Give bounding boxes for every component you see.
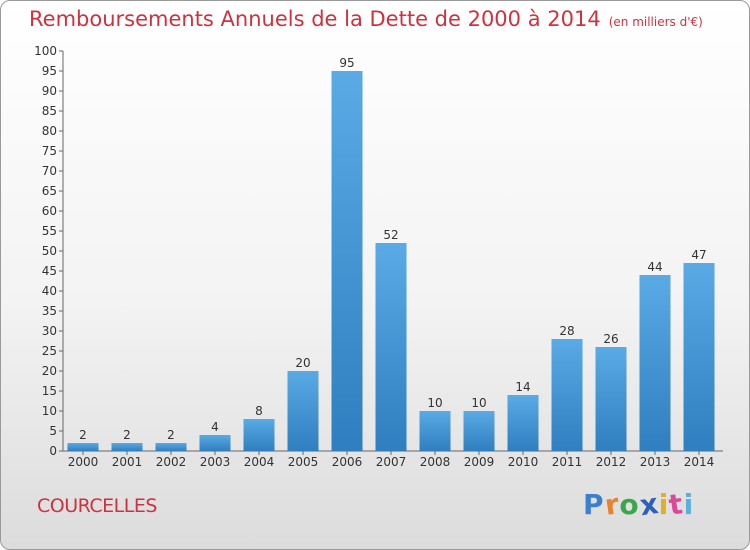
y-axis: 0 5 10 15 20 25 30 35 40 45 50 55 60 65 70 75 80 85 90 95 10… [34,44,64,458]
data-label: 95 [339,56,354,70]
bar [595,347,627,451]
x-tick-label: 2003 [200,455,231,469]
data-label: 52 [383,228,398,242]
y-tick-label: 65 [42,184,57,198]
y-tick-label: 40 [42,284,57,298]
bar [199,435,231,451]
data-labels: 2 2 2 4 8 20 95 52 10 10 14 28 26 44 47 [79,56,706,442]
x-tick-label: 2009 [464,455,495,469]
data-label: 2 [167,428,175,442]
y-tick-label: 50 [42,244,57,258]
data-label: 14 [515,380,530,394]
y-tick-label: 90 [42,84,57,98]
y-tick-label: 10 [42,404,57,418]
bar [551,339,583,451]
x-tick-label: 2014 [684,455,715,469]
logo-letter: o [619,488,640,521]
y-tick-label: 0 [49,444,57,458]
y-tick-label: 30 [42,324,57,338]
x-tick-label: 2013 [640,455,671,469]
bar [419,411,451,451]
logo-letter: i [658,488,670,521]
y-tick-label: 95 [42,64,57,78]
chart-title: Remboursements Annuels de la Dette de 20… [29,7,703,31]
bar [507,395,539,451]
bar [331,71,363,451]
bar [639,275,671,451]
x-tick-label: 2005 [288,455,319,469]
commune-name: COURCELLES [37,495,157,517]
bars [67,71,715,451]
chart-title-text: Remboursements Annuels de la Dette de 20… [29,7,601,31]
data-label: 10 [427,396,442,410]
y-tick-label: 100 [34,44,57,58]
logo-letter: P [583,488,605,521]
logo-letter: i [683,488,695,521]
data-label: 26 [603,332,618,346]
bar [375,243,407,451]
y-tick-label: 75 [42,144,57,158]
x-tick-label: 2012 [596,455,627,469]
y-tick-label: 55 [42,224,57,238]
logo-letter: x [637,486,661,523]
data-label: 28 [559,324,574,338]
data-label: 44 [647,260,662,274]
data-label: 4 [211,420,219,434]
y-tick-label: 25 [42,344,57,358]
y-tick-label: 60 [42,204,57,218]
y-tick-label: 15 [42,384,57,398]
data-label: 2 [123,428,131,442]
data-label: 47 [691,248,706,262]
y-tick-label: 35 [42,304,57,318]
data-label: 2 [79,428,87,442]
y-tick-label: 80 [42,124,57,138]
y-tick-label: 85 [42,104,57,118]
y-tick-label: 5 [49,424,57,438]
bar [463,411,495,451]
x-tick-label: 2007 [376,455,407,469]
x-tick-label: 2006 [332,455,363,469]
x-tick-label: 2001 [112,455,143,469]
data-label: 10 [471,396,486,410]
proxiti-logo: Proxiti [583,486,695,523]
data-label: 20 [295,356,310,370]
x-axis: 2000 2001 2002 2003 2004 2005 2006 2007 2008 2009… [63,450,723,469]
y-tick-label: 70 [42,164,57,178]
x-tick-label: 2008 [420,455,451,469]
x-tick-label: 2010 [508,455,539,469]
y-tick-label: 20 [42,364,57,378]
x-tick-label: 2011 [552,455,583,469]
bar [67,443,99,451]
x-tick-label: 2000 [68,455,99,469]
data-label: 8 [255,404,263,418]
y-tick-label: 45 [42,264,57,278]
x-tick-label: 2004 [244,455,275,469]
x-tick-label: 2002 [156,455,187,469]
bar [243,419,275,451]
bar [111,443,143,451]
bar [683,263,715,451]
chart-subtitle: (en milliers d'€) [608,15,703,29]
bar [155,443,187,451]
bar [287,371,319,451]
